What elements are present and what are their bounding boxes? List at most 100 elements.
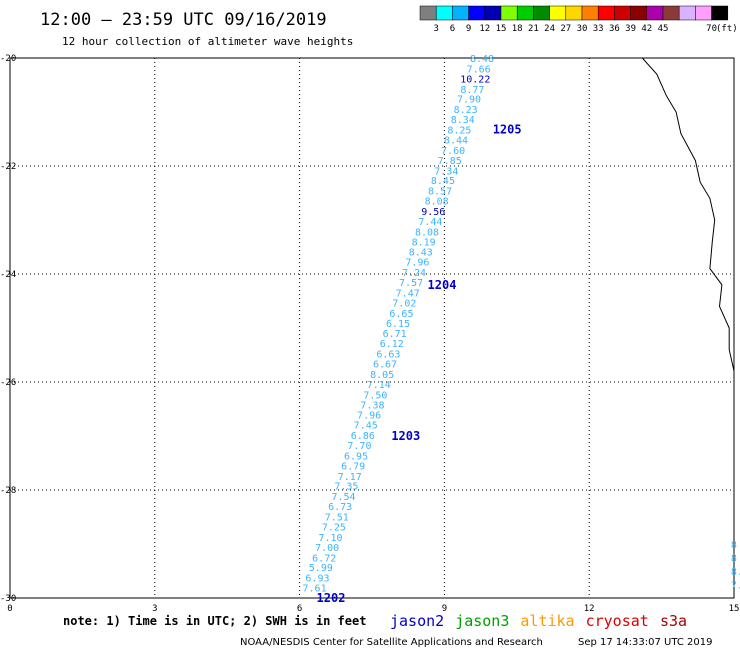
colorbar-swatch xyxy=(711,5,729,21)
swh-value: 6.93 xyxy=(305,573,329,584)
colorbar-swatch xyxy=(614,5,631,21)
chart-subtitle: 12 hour collection of altimeter wave hei… xyxy=(62,35,353,48)
satellite-jason2: jason2 xyxy=(390,612,444,630)
swh-value: 7.51 xyxy=(325,512,349,523)
swh-value: 8.08 xyxy=(425,197,449,208)
coastline xyxy=(641,57,735,404)
colorbar-swatch xyxy=(484,5,502,21)
swh-value: 8.08 xyxy=(415,227,439,238)
colorbar-label: 9 xyxy=(466,24,471,34)
plot-area: 0 3 6 9 12 15 -20 -22 -24 -26 -28 -30 8.487.6610.22… xyxy=(0,54,740,614)
swh-value: 6.65 xyxy=(389,309,413,320)
swh-value: 7.47 xyxy=(396,288,420,299)
swh-value: 6.67 xyxy=(373,360,397,371)
pass-label: 1205 xyxy=(493,122,522,136)
colorbar-label: 24 xyxy=(544,24,555,34)
colorbar-label: 3 xyxy=(433,24,438,34)
colorbar-label: 27 xyxy=(560,24,571,34)
satellite-jason3: jason3 xyxy=(455,612,509,630)
x-tick-label: 9 xyxy=(442,604,447,614)
swh-value: 7.96 xyxy=(405,258,429,269)
swh-value: 7.00 xyxy=(315,543,339,554)
swh-value-edge: 8 xyxy=(731,540,737,551)
swh-value-edge: 8 xyxy=(731,554,737,565)
colorbar-swatch xyxy=(452,5,469,21)
colorbar-label: 21 xyxy=(528,24,539,34)
swh-value: 6.86 xyxy=(351,431,375,442)
satellite-legend: jason2 jason3 altika cryosat s3a xyxy=(390,612,687,630)
swh-value: 6.73 xyxy=(328,502,352,513)
swh-value: 9.56 xyxy=(421,207,445,218)
swh-value: 7.90 xyxy=(457,95,481,106)
colorbar-swatch xyxy=(419,5,437,21)
swh-value: 7.44 xyxy=(418,217,442,228)
pass-labels: 1205 1204 1203 1202 xyxy=(317,122,522,605)
swh-value: 7.50 xyxy=(363,390,387,401)
plot-frame xyxy=(9,57,735,599)
swh-value: 7.24 xyxy=(402,268,426,279)
y-tick-label: -20 xyxy=(0,54,16,64)
swh-value: 7.96 xyxy=(357,410,381,421)
swh-value: 6.63 xyxy=(376,349,400,360)
footer-note: note: 1) Time is in UTC; 2) SWH is in fe… xyxy=(63,614,366,628)
x-tick-label: 12 xyxy=(584,604,595,614)
colorbar-label: 39 xyxy=(625,24,636,34)
colorbar-label: 33 xyxy=(593,24,604,34)
colorbar-label: 45 xyxy=(658,24,669,34)
swh-value: 7.25 xyxy=(322,523,346,534)
x-tick-label: 6 xyxy=(297,604,302,614)
colorbar-swatch xyxy=(662,5,680,21)
x-tick-label: 0 xyxy=(7,604,12,614)
swh-value: 7.45 xyxy=(354,421,378,432)
swh-value: 8.05 xyxy=(370,370,394,381)
pass-label: 1202 xyxy=(317,591,346,605)
y-tick-label: -26 xyxy=(0,378,16,388)
swh-value: 7.34 xyxy=(434,166,458,177)
colorbar-swatch xyxy=(565,5,583,21)
swh-value: 8.43 xyxy=(409,247,433,258)
satellite-cryosat: cryosat xyxy=(586,612,649,630)
y-tick-label: -22 xyxy=(0,162,16,172)
y-tick-label: -30 xyxy=(0,594,16,604)
colorbar-label: 12 xyxy=(479,24,490,34)
swh-value: 5.99 xyxy=(309,563,333,574)
y-tick-label: -28 xyxy=(0,486,16,496)
colorbar-label: 30 xyxy=(577,24,588,34)
colorbar-label: 70 xyxy=(706,24,717,34)
swh-value-edge: 7.0 xyxy=(731,581,740,592)
swh-value: 7.14 xyxy=(367,380,391,391)
swh-value: 6.71 xyxy=(383,329,407,340)
swh-value: 8.77 xyxy=(460,85,484,96)
satellite-s3a: s3a xyxy=(660,612,687,630)
axis-ticks: 0 3 6 9 12 15 -20 -22 -24 -26 -28 -30 xyxy=(0,54,739,614)
swh-value: 7.38 xyxy=(360,401,384,412)
swh-value: 6.72 xyxy=(312,554,336,565)
swh-value: 7.60 xyxy=(441,146,465,157)
swh-value: 10.22 xyxy=(460,75,490,86)
swh-value: 7.02 xyxy=(392,299,416,310)
chart-title: 12:00 – 23:59 UTC 09/16/2019 xyxy=(40,10,327,30)
colorbar-swatch xyxy=(597,5,615,21)
y-tick-label: -24 xyxy=(0,270,16,280)
swh-values: 8.487.6610.228.777.908.238.348.258.447.6… xyxy=(303,54,740,595)
swh-value: 8.34 xyxy=(451,115,475,126)
grid-lines xyxy=(10,58,734,598)
colorbar-label: 6 xyxy=(450,24,455,34)
swh-value: 6.79 xyxy=(341,462,365,473)
swh-value: 8.57 xyxy=(428,186,452,197)
colorbar-label: 18 xyxy=(512,24,523,34)
swh-value: 6.15 xyxy=(386,319,410,330)
colorbar-unit: (ft) xyxy=(716,24,738,34)
swh-value: 6.12 xyxy=(380,339,404,350)
colorbar-swatch xyxy=(630,5,648,21)
colorbar-swatch xyxy=(581,5,599,21)
swh-value: 8.44 xyxy=(444,136,468,147)
footer-timestamp: Sep 17 14:33:07 UTC 2019 xyxy=(578,637,712,648)
colorbar-swatch xyxy=(695,5,712,21)
pass-label: 1203 xyxy=(391,429,420,443)
swh-value: 7.17 xyxy=(338,472,362,483)
swh-value: 6.95 xyxy=(344,451,368,462)
swh-value: 7.85 xyxy=(438,156,462,167)
colorbar-swatch xyxy=(646,5,664,21)
